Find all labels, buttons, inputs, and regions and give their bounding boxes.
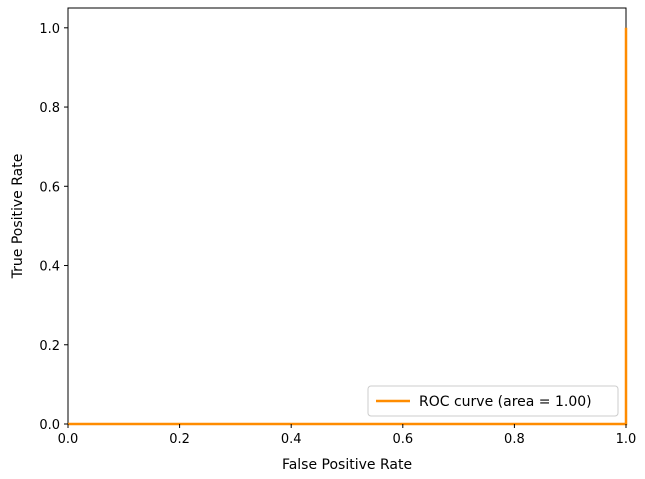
x-tick-label: 0.6 [392, 432, 413, 447]
legend-box [367, 385, 619, 417]
x-axis-label: False Positive Rate [282, 457, 412, 473]
plot-frame [67, 7, 627, 425]
y-tick-label: 0.6 [39, 180, 60, 195]
y-tick-label: 0.2 [39, 339, 60, 354]
plot-area [67, 7, 628, 426]
legend: ROC curve (area = 1.00) [367, 385, 619, 417]
y-tick-label: 0.0 [39, 418, 60, 433]
y-axis-ticks: 0.0 0.2 0.4 0.6 0.8 1.0 [39, 22, 68, 433]
x-axis-ticks: 0.0 0.2 0.4 0.6 0.8 1.0 [58, 424, 637, 447]
y-tick-label: 0.8 [39, 101, 60, 116]
x-tick-label: 1.0 [616, 432, 637, 447]
y-tick-label: 1.0 [39, 22, 60, 37]
x-tick-label: 0.8 [504, 432, 525, 447]
x-tick-label: 0.4 [281, 432, 302, 447]
legend-label: ROC curve (area = 1.00) [419, 394, 592, 410]
y-axis-label: True Positive Rate [10, 154, 26, 280]
y-tick-label: 0.4 [39, 260, 60, 275]
x-tick-label: 0.2 [169, 432, 190, 447]
x-tick-label: 0.0 [58, 432, 79, 447]
